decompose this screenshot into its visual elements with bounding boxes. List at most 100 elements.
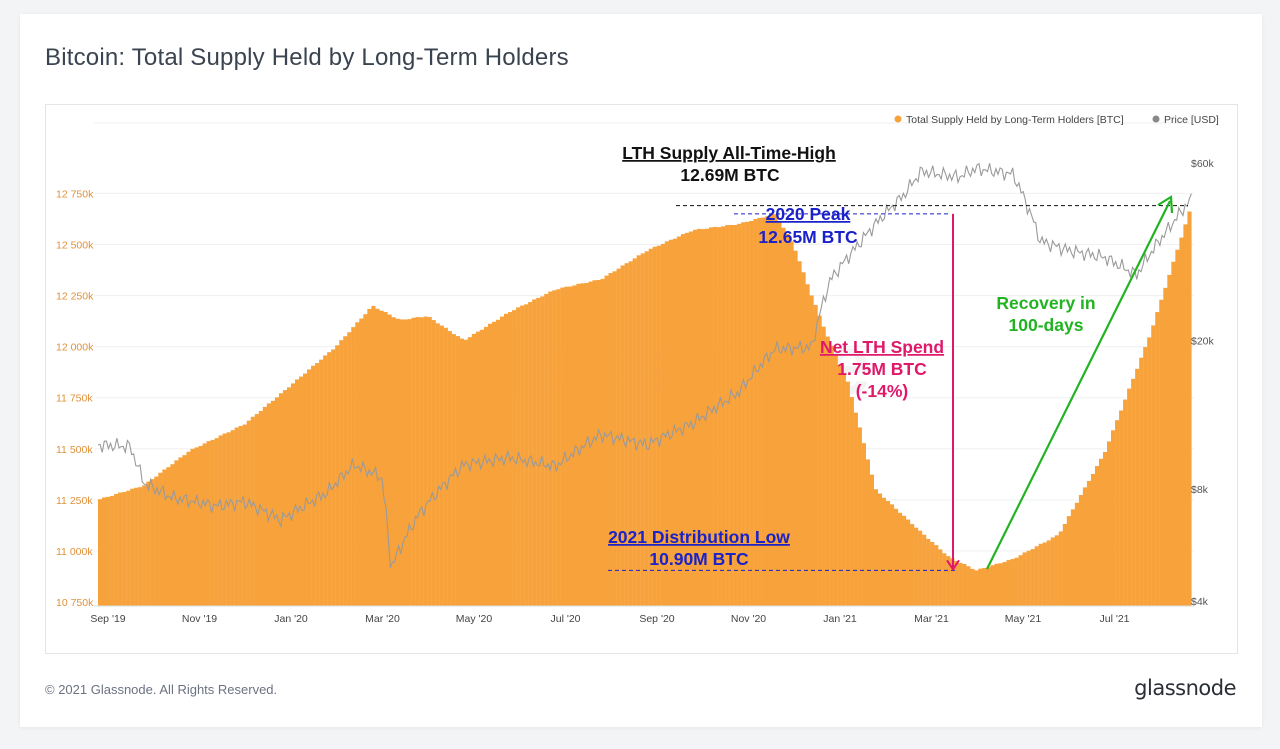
legend: Total Supply Held by Long-Term Holders [… — [894, 114, 1219, 126]
supply-bar — [680, 234, 686, 606]
glassnode-logo: glassnode — [1134, 676, 1236, 700]
supply-bar — [982, 567, 987, 606]
supply-bar — [463, 339, 468, 606]
supply-bar — [861, 443, 866, 606]
y-left-tick-label: 11 750k — [56, 393, 93, 405]
x-tick-label: May '21 — [1005, 613, 1042, 625]
supply-bar — [946, 556, 951, 606]
supply-bar — [146, 481, 151, 606]
supply-bar — [817, 315, 822, 606]
y-left-tick-label: 12 000k — [56, 342, 94, 354]
supply-bar — [218, 435, 223, 606]
page-title: Bitcoin: Total Supply Held by Long-Term … — [45, 44, 569, 71]
supply-bar — [1119, 410, 1124, 606]
supply-bar — [250, 416, 255, 606]
supply-bar — [234, 427, 239, 606]
supply-bar — [395, 318, 400, 606]
supply-bar — [459, 338, 464, 606]
supply-bar — [813, 305, 818, 606]
supply-bar — [294, 379, 300, 606]
supply-bar — [717, 227, 722, 606]
supply-bar — [829, 345, 834, 606]
supply-bar — [889, 504, 895, 606]
supply-bar — [970, 568, 975, 606]
supply-bar — [664, 241, 669, 606]
supply-bar — [174, 460, 179, 606]
supply-bar — [737, 223, 742, 606]
peak-title: 2020 Peak — [766, 204, 851, 224]
supply-bar — [134, 487, 139, 606]
supply-bar — [407, 319, 412, 606]
supply-bar — [431, 320, 436, 606]
supply-bar — [990, 565, 995, 606]
supply-bar — [938, 549, 943, 606]
supply-bar — [1111, 430, 1116, 606]
x-tick-label: Jul '21 — [1099, 613, 1129, 625]
supply-bar — [648, 248, 653, 606]
supply-bar — [427, 317, 432, 606]
supply-bar — [363, 314, 368, 606]
supply-bar — [471, 333, 477, 606]
supply-bar — [1187, 211, 1192, 606]
supply-bar — [262, 406, 267, 606]
supply-bar — [564, 286, 569, 606]
supply-bar — [556, 289, 561, 606]
supply-bar — [375, 308, 380, 606]
supply-bar — [978, 568, 983, 606]
supply-bar — [954, 560, 959, 606]
copyright-text: © 2021 Glassnode. All Rights Reserved. — [45, 682, 278, 697]
supply-bar — [347, 332, 352, 606]
supply-bar — [700, 229, 706, 606]
supply-bar — [102, 497, 107, 606]
supply-bar — [1062, 523, 1067, 606]
supply-bar — [1090, 473, 1096, 606]
supply-bar — [150, 479, 155, 606]
supply-bar — [1034, 546, 1039, 606]
supply-bar — [504, 313, 509, 606]
supply-bar — [1058, 531, 1063, 606]
supply-bar — [479, 329, 485, 606]
supply-bar — [769, 214, 774, 606]
supply-bar — [1098, 458, 1104, 606]
ath-value: 12.69M BTC — [680, 165, 780, 185]
supply-bar — [439, 325, 444, 606]
supply-bar — [1155, 312, 1160, 606]
supply-bar — [910, 524, 915, 606]
supply-bar — [455, 336, 460, 606]
supply-bar — [383, 312, 388, 606]
supply-bar — [833, 355, 838, 606]
supply-bar — [286, 387, 292, 606]
supply-bar — [568, 286, 573, 606]
x-tick-label: Nov '20 — [731, 613, 766, 625]
supply-bar — [692, 229, 698, 606]
supply-bar — [1175, 249, 1180, 606]
supply-bar — [652, 246, 657, 607]
supply-bar — [447, 331, 452, 606]
supply-bar — [359, 318, 364, 606]
supply-bar — [725, 225, 730, 606]
supply-bar — [1050, 537, 1055, 606]
supply-bar — [777, 221, 782, 606]
supply-bar — [914, 527, 919, 606]
supply-bar — [893, 508, 899, 606]
supply-bar — [475, 331, 481, 606]
supply-bar — [303, 373, 308, 606]
supply-bar — [274, 397, 280, 606]
supply-bar — [487, 323, 493, 606]
supply-bar — [1179, 237, 1184, 606]
supply-bar — [857, 427, 862, 606]
supply-bar — [560, 287, 565, 606]
supply-bar — [906, 519, 911, 606]
supply-bar — [1010, 558, 1015, 606]
supply-bar — [656, 245, 661, 606]
supply-bar — [897, 512, 903, 606]
supply-bar — [391, 317, 396, 606]
supply-bar — [307, 369, 312, 606]
supply-bar — [528, 302, 533, 606]
supply-bar — [576, 283, 581, 606]
supply-bar — [210, 439, 215, 606]
supply-bar — [419, 317, 424, 606]
supply-bar — [246, 420, 251, 606]
supply-bar — [765, 216, 770, 606]
supply-bar — [986, 567, 991, 606]
